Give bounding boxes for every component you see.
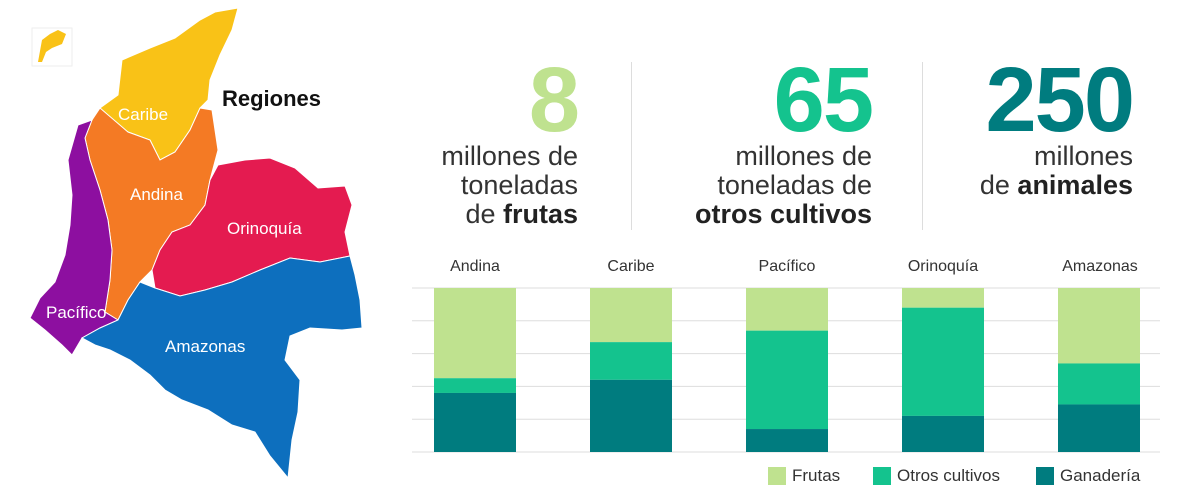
bar-orinoquía-ganadería: [902, 415, 984, 452]
regions-title: Regiones: [222, 86, 322, 111]
stat-line-3-bold: animales: [1017, 170, 1133, 200]
stat-number: 8: [528, 49, 580, 151]
map-label-pacifico: Pacífico: [46, 303, 106, 322]
map-label-caribe: Caribe: [118, 105, 168, 124]
legend-item-frutas: Frutas: [768, 466, 840, 486]
stat-divider: [922, 62, 923, 230]
stat-line-3-prefix: de: [465, 199, 503, 229]
stat-frutas: 8 millones de toneladas de frutas: [380, 49, 580, 229]
stat-number: 250: [985, 49, 1136, 151]
bar-amazonas-frutas: [1058, 288, 1140, 364]
stat-line-1: millones: [1033, 141, 1133, 171]
stat-line-2: toneladas de: [717, 170, 872, 200]
legend-swatch-otros-cultivos: [873, 467, 891, 485]
category-label-orinoquia: Orinoquía: [907, 258, 979, 275]
stat-number: 65: [773, 49, 874, 151]
bar-caribe-frutas: [590, 288, 672, 343]
stat-line-3-prefix: de: [979, 170, 1018, 200]
bar-orinoquía-otros-cultivos: [902, 307, 984, 416]
legend-swatch-ganaderia: [1036, 467, 1054, 485]
region-amazonas: [80, 255, 363, 480]
legend-label-otros-cultivos: Otros cultivos: [897, 466, 1000, 485]
category-label-caribe: Caribe: [607, 258, 655, 275]
legend-label-frutas: Frutas: [792, 466, 841, 485]
stat-animales: 250 millones de animales: [930, 49, 1136, 200]
colombia-map: Caribe Andina Orinoquía Pacífico Amazona…: [29, 7, 363, 480]
bar-caribe-ganadería: [590, 379, 672, 452]
category-label-andina: Andina: [450, 258, 500, 275]
bar-amazonas-otros-cultivos: [1058, 363, 1140, 405]
stat-line-3-bold: frutas: [502, 199, 578, 229]
bar-andina-ganadería: [434, 392, 516, 452]
stat-line-1: millones de: [735, 141, 872, 171]
legend-item-otros-cultivos: Otros cultivos: [873, 466, 1000, 486]
category-label-pacifico: Pacífico: [758, 258, 816, 275]
bar-orinoquía-frutas: [902, 288, 984, 308]
legend-label-ganaderia: Ganadería: [1060, 466, 1141, 485]
stat-divider: [631, 62, 632, 230]
bar-pacífico-otros-cultivos: [746, 330, 828, 430]
legend-item-ganaderia: Ganadería: [1036, 466, 1140, 486]
map-label-andina: Andina: [130, 185, 183, 204]
bar-andina-frutas: [434, 288, 516, 379]
legend-swatch-frutas: [768, 467, 786, 485]
bar-pacífico-ganadería: [746, 429, 828, 452]
stacked-bar-chart: [412, 287, 1160, 453]
stat-line-2: toneladas: [460, 170, 578, 200]
map-label-amazonas: Amazonas: [165, 337, 245, 356]
stat-otros-cultivos: 65 millones de toneladas de otros cultiv…: [640, 49, 874, 229]
category-label-amazonas: Amazonas: [1062, 258, 1138, 275]
map-label-orinoquia: Orinoquía: [227, 219, 302, 238]
bar-andina-otros-cultivos: [434, 378, 516, 393]
bar-amazonas-ganadería: [1058, 404, 1140, 452]
stat-line-1: millones de: [441, 141, 578, 171]
logo-icon: [31, 27, 73, 67]
stat-line-3-bold: otros cultivos: [694, 199, 872, 229]
bar-caribe-otros-cultivos: [590, 342, 672, 380]
bar-pacífico-frutas: [746, 288, 828, 331]
